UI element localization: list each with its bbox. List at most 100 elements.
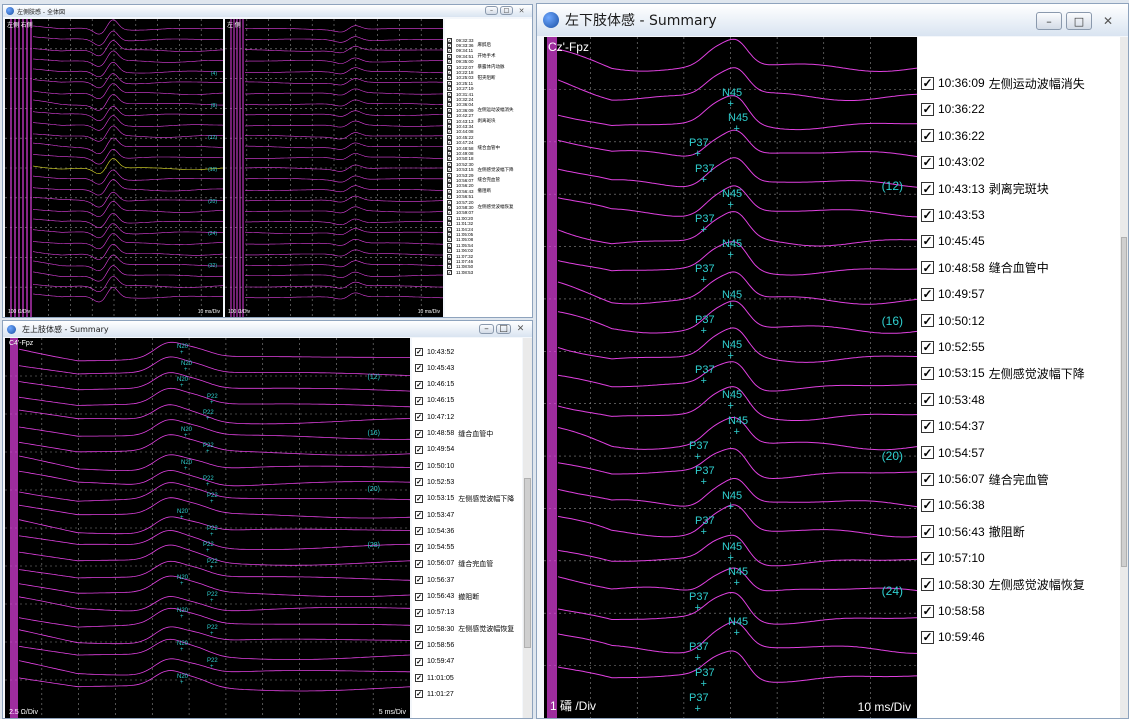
list-item[interactable]: ✓ 10:56:37 xyxy=(415,574,454,586)
checkbox[interactable]: ✓ xyxy=(921,577,934,592)
checkbox[interactable]: ✓ xyxy=(447,156,452,162)
checkbox[interactable]: ✓ xyxy=(415,380,423,389)
checkbox[interactable]: ✓ xyxy=(447,221,452,227)
checkbox[interactable]: ✓ xyxy=(447,64,452,70)
list-item[interactable]: ✓ 09:34:51 开始手术 xyxy=(447,53,496,59)
checkbox[interactable]: ✓ xyxy=(447,59,452,65)
overview-right-tab[interactable]: 左 側 xyxy=(227,23,241,29)
checkbox[interactable]: ✓ xyxy=(415,608,423,617)
checkbox[interactable]: ✓ xyxy=(921,366,934,381)
checkbox[interactable]: ✓ xyxy=(921,102,934,117)
close-button[interactable]: ✕ xyxy=(1102,14,1114,28)
checkbox[interactable]: ✓ xyxy=(447,199,452,205)
lower-limb-titlebar[interactable]: 左下肢体感 - Summary – □ ✕ xyxy=(537,4,1128,36)
list-item[interactable]: ✓ 10:58:30 左侧感觉波幅恢复 xyxy=(415,623,514,635)
upper-scrollbar[interactable] xyxy=(523,338,532,718)
checkbox[interactable]: ✓ xyxy=(447,42,452,48)
checkbox[interactable]: ✓ xyxy=(415,657,423,666)
checkbox[interactable]: ✓ xyxy=(447,177,452,183)
list-item[interactable]: ✓ 10:59:46 xyxy=(921,628,985,646)
list-item[interactable]: ✓ 10:50:12 xyxy=(921,312,985,330)
list-item[interactable]: ✓ 10:49:54 xyxy=(415,444,454,456)
checkbox[interactable]: ✓ xyxy=(447,264,452,270)
list-item[interactable]: ✓ 09:35:00 xyxy=(447,59,474,65)
maximize-button[interactable]: □ xyxy=(496,324,511,334)
checkbox[interactable]: ✓ xyxy=(447,48,452,54)
checkbox[interactable]: ✓ xyxy=(447,167,452,173)
minimize-button[interactable]: – xyxy=(1036,12,1062,30)
list-item[interactable]: ✓ 10:53:29 xyxy=(447,172,474,178)
list-item[interactable]: ✓ 10:58:30 左侧感觉波幅恢复 xyxy=(921,576,1085,594)
list-item[interactable]: ✓ 09:32:33 xyxy=(447,37,474,43)
list-item[interactable]: ✓ 10:52:30 xyxy=(447,161,474,167)
list-item[interactable]: ✓ 10:56:07 缝合完血管 xyxy=(447,177,500,183)
list-item[interactable]: ✓ 10:56:07 缝合完血管 xyxy=(921,470,1049,488)
list-item[interactable]: ✓ 10:56:07 缝合完血管 xyxy=(415,558,493,570)
overview-event-list[interactable]: ✓ 09:32:33 ✓ 09:33:36 麻醉后 ✓ 09:34:11 ✓ 09:34:51 开… xyxy=(445,19,532,317)
checkbox[interactable]: ✓ xyxy=(415,348,423,356)
close-button[interactable]: ✕ xyxy=(516,324,525,334)
checkbox[interactable]: ✓ xyxy=(447,123,452,129)
upper-event-list[interactable]: ✓ 10:43:52 ✓ 10:45:43 ✓ 10:46:15 ✓ 10:46:15 ✓ 10:… xyxy=(412,338,522,718)
minimize-button[interactable]: – xyxy=(479,324,494,334)
checkbox[interactable]: ✓ xyxy=(921,234,934,249)
checkbox[interactable]: ✓ xyxy=(415,690,423,699)
checkbox[interactable]: ✓ xyxy=(415,494,423,503)
list-item[interactable]: ✓ 10:45:43 xyxy=(415,362,454,374)
checkbox[interactable]: ✓ xyxy=(415,445,423,454)
lower-limb-plot[interactable]: Cz'-Fpz 1 礵 /Div 10 ms/Div (12) (16) (20) (… xyxy=(544,37,917,718)
list-item[interactable]: ✓ 10:53:47 xyxy=(415,509,454,521)
upper-scrollbar-thumb[interactable] xyxy=(524,478,531,648)
checkbox[interactable]: ✓ xyxy=(415,559,423,568)
checkbox[interactable]: ✓ xyxy=(415,478,423,487)
list-item[interactable]: ✓ 10:49:08 xyxy=(447,150,474,156)
checkbox[interactable]: ✓ xyxy=(447,226,452,232)
checkbox[interactable]: ✓ xyxy=(447,96,452,102)
checkbox[interactable]: ✓ xyxy=(447,248,452,254)
checkbox[interactable]: ✓ xyxy=(447,188,452,194)
list-item[interactable]: ✓ 10:36:04 xyxy=(447,102,474,108)
list-item[interactable]: ✓ 10:25:03 钳夹阻断 xyxy=(447,75,496,81)
list-item[interactable]: ✓ 10:45:45 xyxy=(921,232,985,250)
list-item[interactable]: ✓ 11:01:32 xyxy=(447,221,473,227)
list-item[interactable]: ✓ 10:57:13 xyxy=(415,607,454,619)
list-item[interactable]: ✓ 10:43:13 剥离斑块 xyxy=(447,118,496,124)
list-item[interactable]: ✓ 10:45:22 xyxy=(447,134,474,140)
list-item[interactable]: ✓ 10:56:43 撤阻断 xyxy=(921,523,1025,541)
list-item[interactable]: ✓ 10:22:07 暴露体内动脉 xyxy=(447,64,505,70)
checkbox[interactable]: ✓ xyxy=(415,413,423,422)
checkbox[interactable]: ✓ xyxy=(921,392,934,407)
list-item[interactable]: ✓ 10:59:07 xyxy=(447,210,474,216)
checkbox[interactable]: ✓ xyxy=(921,155,934,170)
checkbox[interactable]: ✓ xyxy=(921,287,934,302)
checkbox[interactable]: ✓ xyxy=(415,543,423,552)
checkbox[interactable]: ✓ xyxy=(447,91,452,97)
checkbox[interactable]: ✓ xyxy=(921,340,934,354)
checkbox[interactable]: ✓ xyxy=(447,113,452,119)
checkbox[interactable]: ✓ xyxy=(447,118,452,124)
list-item[interactable]: ✓ 10:36:09 左侧运动波幅消失 xyxy=(447,107,514,113)
list-item[interactable]: ✓ 10:43:02 xyxy=(921,153,985,171)
list-item[interactable]: ✓ 10:54:57 xyxy=(921,444,985,462)
checkbox[interactable]: ✓ xyxy=(921,604,934,618)
checkbox[interactable]: ✓ xyxy=(447,204,452,210)
list-item[interactable]: ✓ 10:52:53 xyxy=(415,476,454,488)
checkbox[interactable]: ✓ xyxy=(447,80,452,86)
list-item[interactable]: ✓ 10:36:09 左侧运动波幅消失 xyxy=(921,74,1085,92)
list-item[interactable]: ✓ 10:57:10 xyxy=(921,549,985,567)
list-item[interactable]: ✓ 10:43:34 xyxy=(447,123,474,129)
list-item[interactable]: ✓ 10:53:48 xyxy=(921,391,985,409)
list-item[interactable]: ✓ 11:01:27 xyxy=(415,688,454,700)
checkbox[interactable]: ✓ xyxy=(447,215,452,221)
list-item[interactable]: ✓ 10:59:47 xyxy=(415,656,454,668)
checkbox[interactable]: ✓ xyxy=(415,527,423,536)
list-item[interactable]: ✓ 10:46:15 xyxy=(415,395,454,407)
list-item[interactable]: ✓ 10:56:51 xyxy=(447,194,474,200)
list-item[interactable]: ✓ 10:57:20 xyxy=(447,199,474,205)
list-item[interactable]: ✓ 10:50:10 xyxy=(415,460,454,472)
checkbox[interactable]: ✓ xyxy=(447,37,452,43)
list-item[interactable]: ✓ 10:56:38 xyxy=(921,496,985,514)
checkbox[interactable]: ✓ xyxy=(447,134,452,140)
checkbox[interactable]: ✓ xyxy=(447,107,452,113)
checkbox[interactable]: ✓ xyxy=(447,172,452,178)
